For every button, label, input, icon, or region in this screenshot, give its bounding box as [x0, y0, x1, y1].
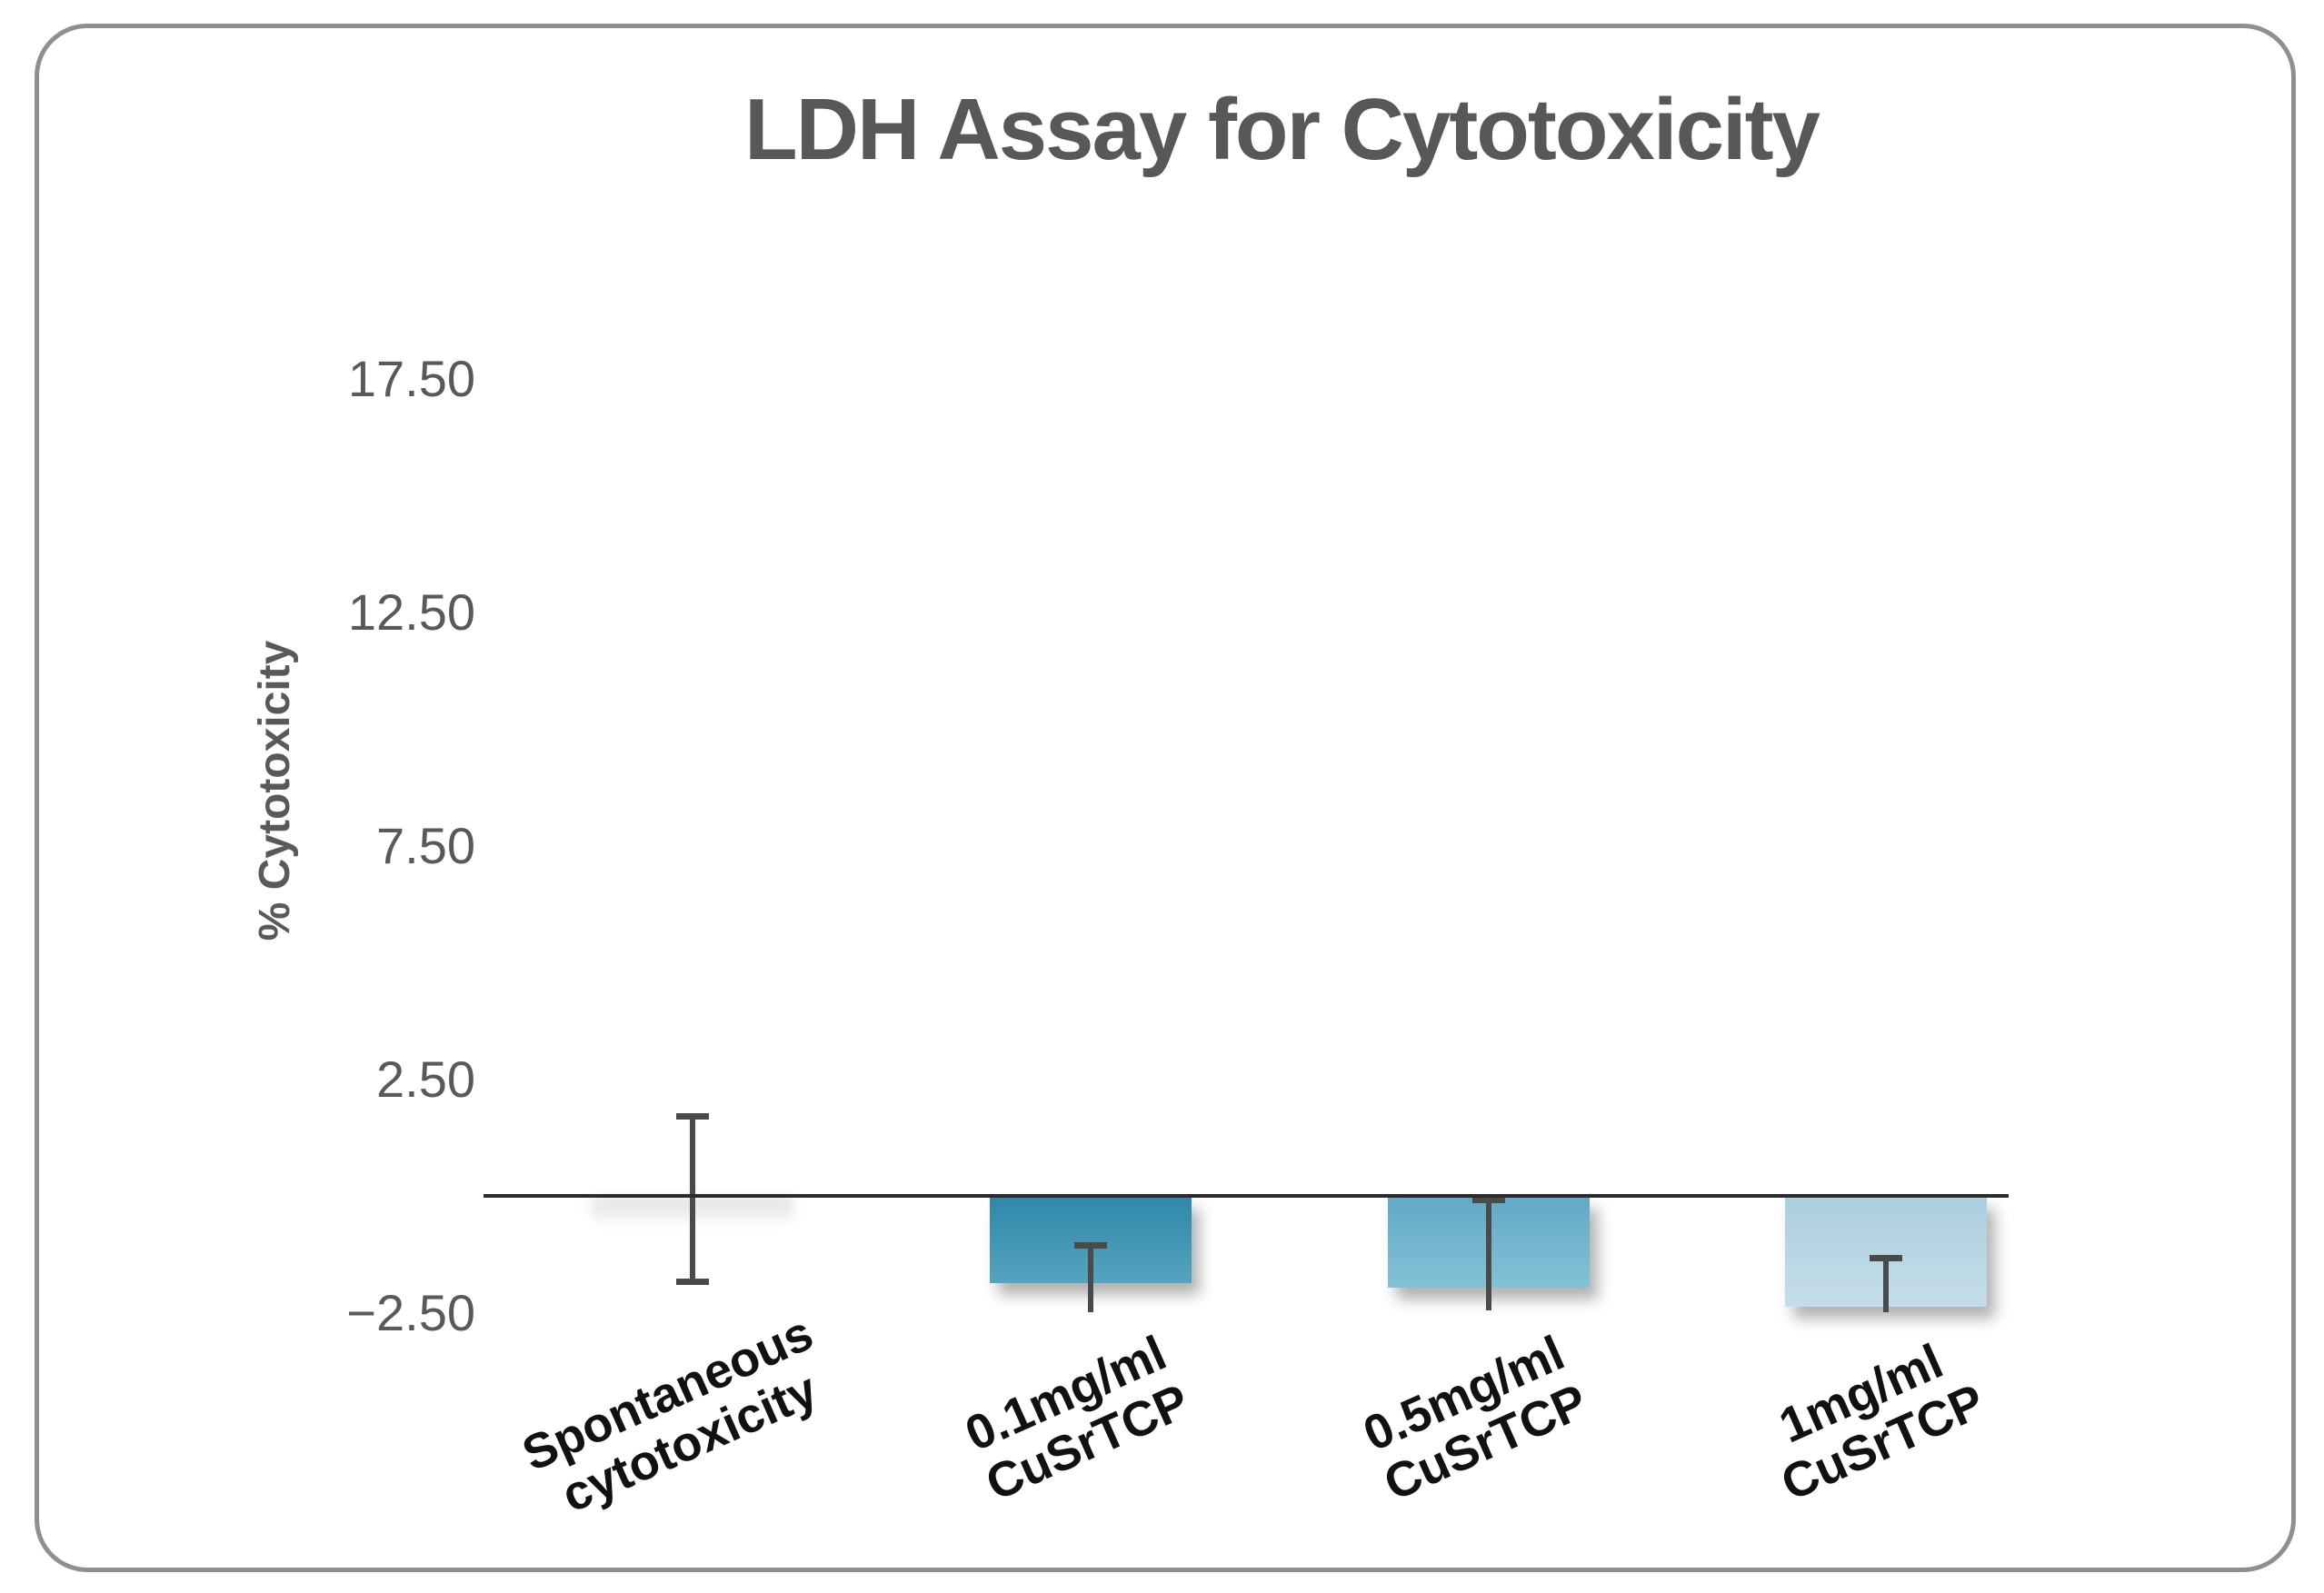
y-tick-label: 2.50: [376, 1050, 475, 1108]
chart-title: LDH Assay for Cytotoxicity: [743, 81, 1820, 178]
y-tick-label: 17.50: [347, 349, 475, 407]
error-bar-cap: [676, 1278, 709, 1285]
y-tick-label: 7.50: [376, 816, 475, 874]
x-axis-zero-line: [484, 1194, 2009, 1198]
error-bar-stem: [1883, 1258, 1889, 1313]
error-bar-cap: [1472, 1197, 1505, 1204]
error-bar-stem: [1486, 1200, 1491, 1310]
y-tick-label: 12.50: [347, 582, 475, 641]
y-tick-label: −2.50: [346, 1283, 475, 1341]
chart-frame: [35, 24, 2296, 1572]
error-bar-stem: [690, 1115, 695, 1281]
error-bar-cap: [1870, 1255, 1902, 1262]
error-bar-stem: [1088, 1244, 1093, 1313]
error-bar-cap: [676, 1112, 709, 1120]
error-bar-cap: [1074, 1241, 1107, 1249]
